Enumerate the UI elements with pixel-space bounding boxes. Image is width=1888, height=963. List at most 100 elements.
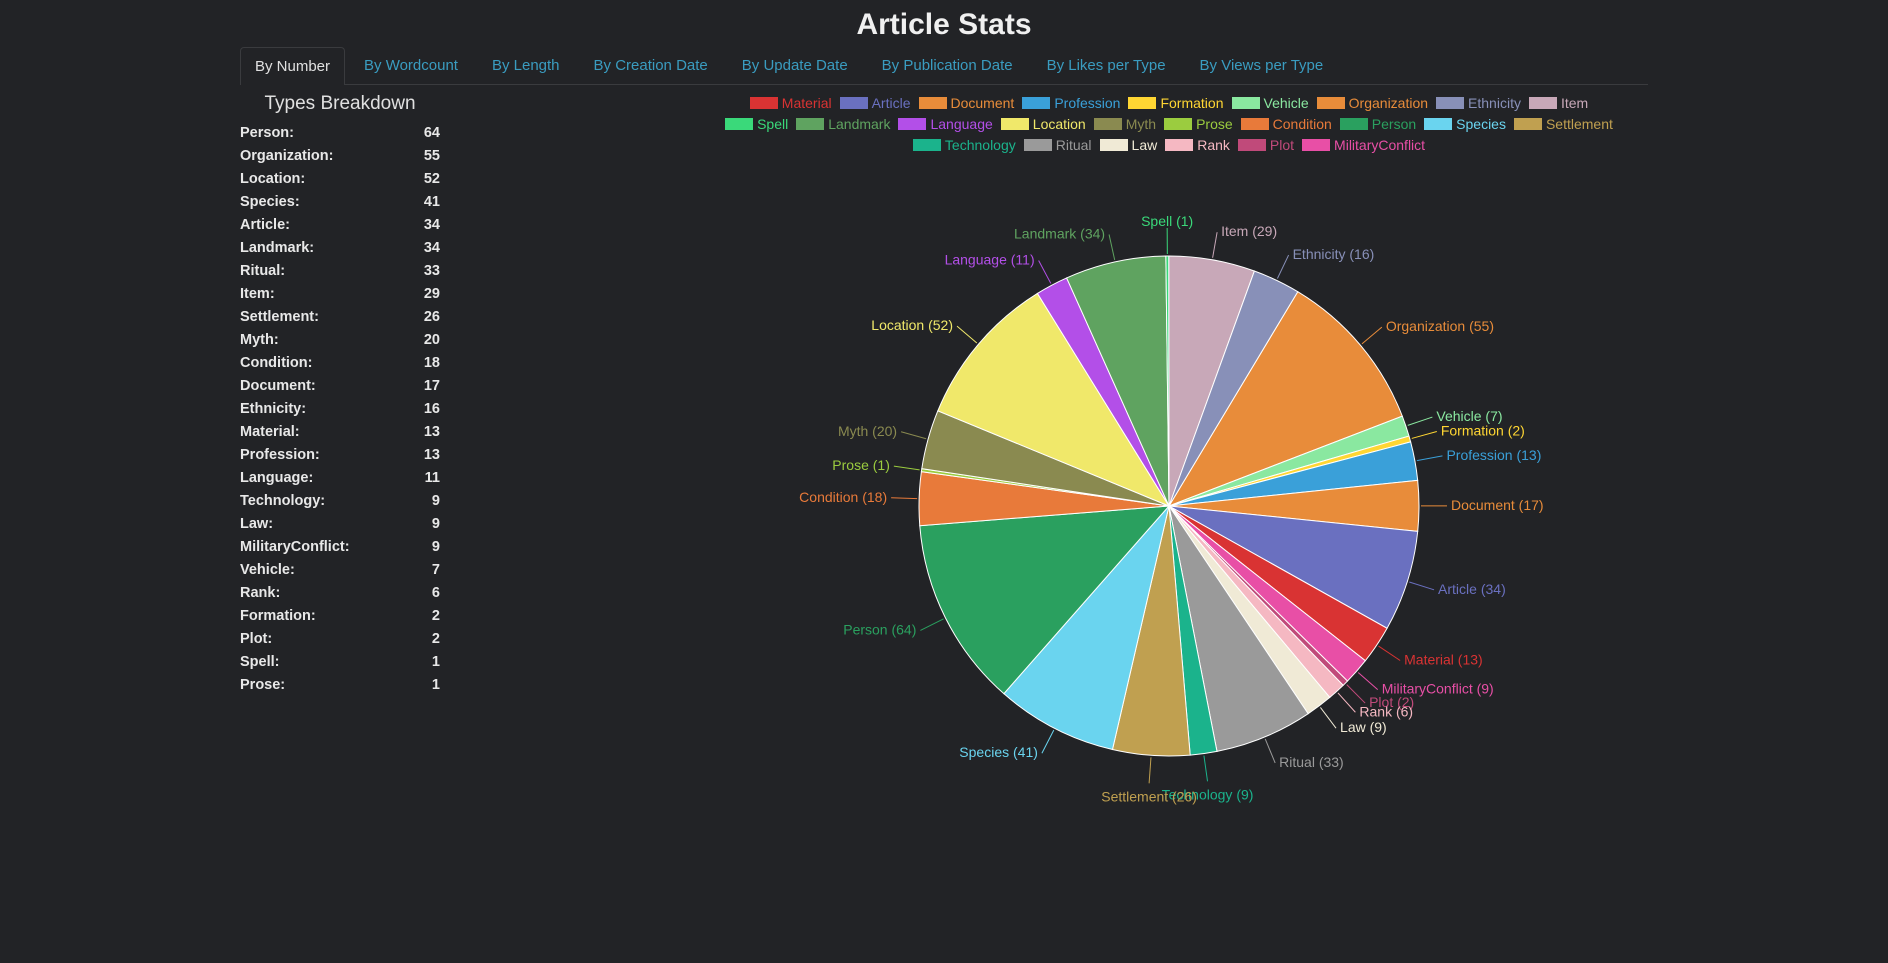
slice-leader [1358,672,1378,689]
legend-label: MilitaryConflict [1334,135,1425,155]
legend-label: Person [1372,114,1416,134]
breakdown-label: Technology: [240,493,325,509]
breakdown-label: Prose: [240,677,285,693]
breakdown-label: Condition: [240,355,312,371]
legend-label: Vehicle [1264,93,1309,113]
breakdown-row: Settlement:26 [240,305,440,328]
legend-item-vehicle[interactable]: Vehicle [1232,93,1309,113]
legend-item-settlement[interactable]: Settlement [1514,114,1613,134]
legend-label: Prose [1196,114,1233,134]
breakdown-value: 33 [424,263,440,279]
slice-leader [1408,417,1433,425]
legend-swatch [1128,97,1156,109]
slice-label-ritual: Ritual (33) [1279,754,1344,770]
legend-item-landmark[interactable]: Landmark [796,114,890,134]
sidebar-title: Types Breakdown [240,93,440,115]
breakdown-row: Landmark:34 [240,236,440,259]
breakdown-row: Species:41 [240,190,440,213]
breakdown-label: Language: [240,470,313,486]
legend-item-document[interactable]: Document [919,93,1015,113]
slice-leader [1039,260,1051,283]
breakdown-value: 16 [424,401,440,417]
legend-item-plot[interactable]: Plot [1238,135,1294,155]
tab-by-update-date[interactable]: By Update Date [727,46,863,84]
slice-label-profession: Profession (13) [1446,447,1541,463]
legend-item-profession[interactable]: Profession [1022,93,1120,113]
legend-item-person[interactable]: Person [1340,114,1416,134]
tab-by-wordcount[interactable]: By Wordcount [349,46,473,84]
slice-leader [1213,232,1217,258]
slice-label-organization: Organization (55) [1386,318,1494,334]
tab-by-views-per-type[interactable]: By Views per Type [1185,46,1339,84]
legend-swatch [1340,118,1368,130]
content-area: Types Breakdown Person:64Organization:55… [0,85,1888,936]
legend-label: Material [782,93,832,113]
tab-by-publication-date[interactable]: By Publication Date [867,46,1028,84]
slice-label-document: Document (17) [1451,497,1544,513]
types-sidebar: Types Breakdown Person:64Organization:55… [240,93,440,936]
legend-label: Technology [945,135,1016,155]
legend-item-item[interactable]: Item [1529,93,1588,113]
breakdown-label: Species: [240,194,300,210]
tab-by-creation-date[interactable]: By Creation Date [579,46,723,84]
breakdown-label: Document: [240,378,316,394]
breakdown-label: Item: [240,286,275,302]
legend-label: Profession [1054,93,1120,113]
legend-item-condition[interactable]: Condition [1241,114,1332,134]
breakdown-row: Spell:1 [240,650,440,673]
legend-item-language[interactable]: Language [898,114,992,134]
chart-area: Material Article Document Profession Formati… [440,93,1888,936]
breakdown-row: Law:9 [240,512,440,535]
legend-label: Organization [1349,93,1428,113]
legend-item-rank[interactable]: Rank [1165,135,1230,155]
breakdown-row: Profession:13 [240,443,440,466]
tab-by-length[interactable]: By Length [477,46,575,84]
legend-label: Location [1033,114,1086,134]
breakdown-value: 9 [432,516,440,532]
breakdown-label: Spell: [240,654,279,670]
breakdown-label: Myth: [240,332,279,348]
legend-item-myth[interactable]: Myth [1094,114,1156,134]
legend-item-technology[interactable]: Technology [913,135,1016,155]
legend-item-ethnicity[interactable]: Ethnicity [1436,93,1521,113]
breakdown-row: Language: 11 [240,466,440,489]
breakdown-value: 13 [424,424,440,440]
legend-item-location[interactable]: Location [1001,114,1086,134]
breakdown-value: 11 [425,470,440,486]
breakdown-row: MilitaryConflict:9 [240,535,440,558]
chart-legend: Material Article Document Profession Formati… [719,93,1619,156]
legend-item-militaryconflict[interactable]: MilitaryConflict [1302,135,1425,155]
slice-leader [920,619,943,631]
legend-item-organization[interactable]: Organization [1317,93,1428,113]
breakdown-value: 55 [424,148,440,164]
legend-item-article[interactable]: Article [840,93,911,113]
breakdown-value: 20 [424,332,440,348]
slice-leader [1149,757,1151,783]
legend-swatch [1302,139,1330,151]
breakdown-row: Ethnicity:16 [240,397,440,420]
breakdown-value: 1 [432,677,440,693]
legend-item-species[interactable]: Species [1424,114,1506,134]
legend-label: Article [872,93,911,113]
legend-item-material[interactable]: Material [750,93,832,113]
legend-item-spell[interactable]: Spell [725,114,788,134]
breakdown-value: 2 [432,631,440,647]
legend-item-ritual[interactable]: Ritual [1024,135,1092,155]
tab-by-number[interactable]: By Number [240,47,345,85]
breakdown-label: MilitaryConflict: [240,539,350,555]
breakdown-row: Prose: 1 [240,673,440,696]
slice-label-rank: Rank (6) [1359,703,1413,719]
breakdown-label: Person: [240,125,294,141]
slice-label-item: Item (29) [1221,223,1277,239]
tab-by-likes-per-type[interactable]: By Likes per Type [1032,46,1181,84]
breakdown-label: Material: [240,424,300,440]
breakdown-row: Document:17 [240,374,440,397]
legend-swatch [1001,118,1029,130]
legend-item-prose[interactable]: Prose [1164,114,1233,134]
slice-label-landmark: Landmark (34) [1014,226,1105,242]
slice-label-material: Material (13) [1404,651,1483,667]
legend-item-law[interactable]: Law [1100,135,1158,155]
legend-label: Plot [1270,135,1294,155]
legend-item-formation[interactable]: Formation [1128,93,1223,113]
breakdown-value: 18 [424,355,440,371]
